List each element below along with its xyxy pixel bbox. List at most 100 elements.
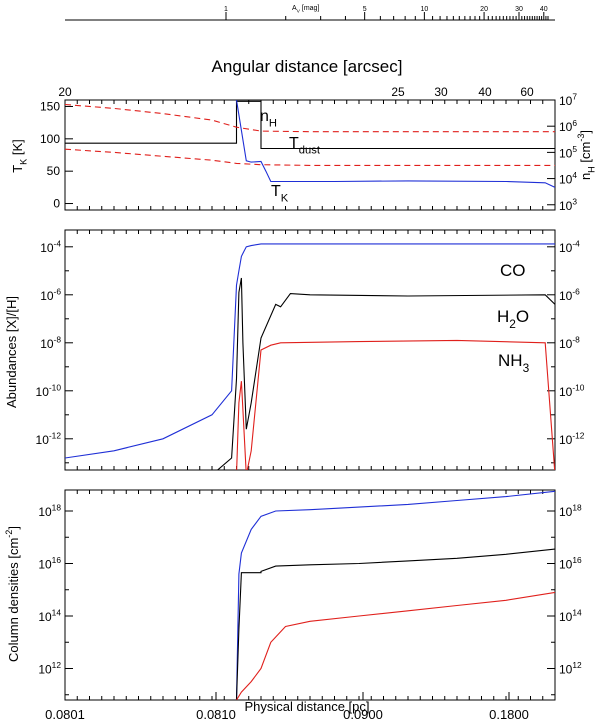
col-tick-label-part: 10 [38,558,52,572]
column-densities-axis-title-part: -2 [4,530,14,538]
tk-series-label-part: T [271,183,281,200]
tdust-series-label: Tdust [289,135,321,157]
series-h2o-column [235,548,555,700]
col-tick-label-part: 10 [38,663,52,677]
abund-right-tick-label-part: 10 [559,433,573,447]
abund-tick-label: 10-6 [40,286,61,302]
tk-tick-label: 50 [47,164,61,178]
abund-right-tick-label: 10-12 [559,430,585,446]
nh-tick-label-part: 6 [572,118,577,128]
tk-axis-title-part: K [19,159,29,165]
tk-tick-label: 100 [40,132,60,146]
series-t-k [235,100,555,188]
series-t-dust-low [65,148,555,166]
distance-tick-label: 0.1800 [489,707,529,720]
nh-tick-label-part: 10 [559,146,573,160]
av-tick-label: 5 [363,6,367,13]
nh-tick-label-part: 10 [559,120,573,134]
abund-right-tick-label-part: -10 [572,382,584,392]
nh-tick-label-part: 10 [559,199,573,213]
col-right-tick-label-part: 12 [572,660,582,670]
column-densities-axis-title-part: Column densities [cm [6,538,21,662]
abund-tick-label-part: -6 [54,286,62,296]
av-tick-label: 10 [420,6,428,13]
temperature-density-panel: Angular distance [arcsec] 20 25 30 40 60 0 50 10… [10,57,597,213]
tk-axis-title-part: T [10,165,25,173]
abund-tick-label: 10-12 [36,430,62,446]
col-right-tick-label-part: 10 [559,610,573,624]
angular-tick-label: 20 [58,85,72,99]
nh-axis-title-part: H [587,166,597,173]
nh-series-label: nH [260,108,277,130]
abund-tick-label-part: 10 [36,385,50,399]
col-right-tick-label-part: 10 [559,558,573,572]
nh3-series-label-part: 3 [523,361,530,375]
tk-axis-title-part: [K] [10,139,25,159]
nh-axis-title-part: n [578,173,593,180]
co-series-label: CO [500,261,526,280]
col-tick-label-part: 18 [52,503,62,513]
abund-right-tick-label-part: -12 [572,430,584,440]
h2o-series-label-part: 2 [509,317,516,331]
angular-tick-label: 25 [391,85,405,99]
abund-tick-label-part: 10 [40,337,54,351]
col-tick-label: 1014 [38,608,61,624]
nh3-series-label: NH3 [498,351,530,375]
series-h2o [216,277,555,470]
col-right-tick-label: 1012 [559,660,582,676]
angular-tick-label: 40 [478,85,492,99]
nh3-series-label-part: NH [498,351,523,370]
abundances-axis-title: Abundances [X]/[H] [4,296,19,408]
abund-tick-label-part: -12 [49,430,61,440]
abund-tick-label: 10-8 [40,334,61,350]
col-right-tick-label-part: 18 [572,503,582,513]
distance-tick-label: 0.0900 [343,707,383,720]
nh-tick-label-part: 4 [572,170,577,180]
col-tick-label-part: 14 [52,608,62,618]
col-tick-label: 1018 [38,503,61,519]
h2o-series-label-part: O [516,307,529,326]
angular-tick-label: 60 [520,85,534,99]
column-densities-axis-title-part: ] [6,526,21,530]
abund-right-tick-label-part: -6 [572,286,580,296]
h2o-series-label-part: H [497,307,509,326]
av-axis-title-part: A [292,5,297,12]
av-axis-title: AV [mag] [292,5,319,14]
abund-right-tick-label-part: 10 [559,241,573,255]
col-right-tick-label-part: 10 [559,663,573,677]
abund-tick-label-part: 10 [36,433,50,447]
series-co [65,243,555,459]
bottom-panel-frame [64,489,556,701]
av-axis: 1 5 10 20 30 40 AV [mag] [65,5,555,21]
nh-axis-title-part: [cm [578,142,593,167]
abund-tick-label: 10-4 [40,238,61,254]
series-nh3-column [236,591,555,700]
distance-tick-label: 0.0810 [196,707,236,720]
col-tick-label: 1012 [38,660,61,676]
col-right-tick-label-part: 10 [559,505,573,519]
col-tick-label: 1016 [38,555,61,571]
nh-tick-label-part: 5 [572,144,577,154]
nh-axis-title-part: ] [578,130,593,134]
col-tick-label-part: 10 [38,505,52,519]
series-t-dust [65,103,555,133]
abund-right-tick-label-part: -8 [572,334,580,344]
av-tick-label: 20 [480,6,488,13]
abund-right-tick-label: 10-8 [559,334,580,350]
col-right-tick-label-part: 16 [572,555,582,565]
series-n-h [65,100,555,150]
series-nh3 [236,339,555,470]
tdust-series-label-part: T [289,135,299,152]
nh-tick-label: 103 [559,196,577,212]
physical-distance-title: Physical distance [pc] [244,699,369,714]
abund-tick-label: 10-10 [36,382,62,398]
tk-axis-title: TK [K] [10,139,29,173]
column-densities-axis-title: Column densities [cm-2] [4,526,21,662]
abund-right-tick-label-part: 10 [559,289,573,303]
abund-right-tick-label-part: -4 [572,238,580,248]
nh-tick-label: 104 [559,170,577,186]
tk-tick-label: 0 [53,197,60,211]
abund-tick-label-part: -8 [54,334,62,344]
